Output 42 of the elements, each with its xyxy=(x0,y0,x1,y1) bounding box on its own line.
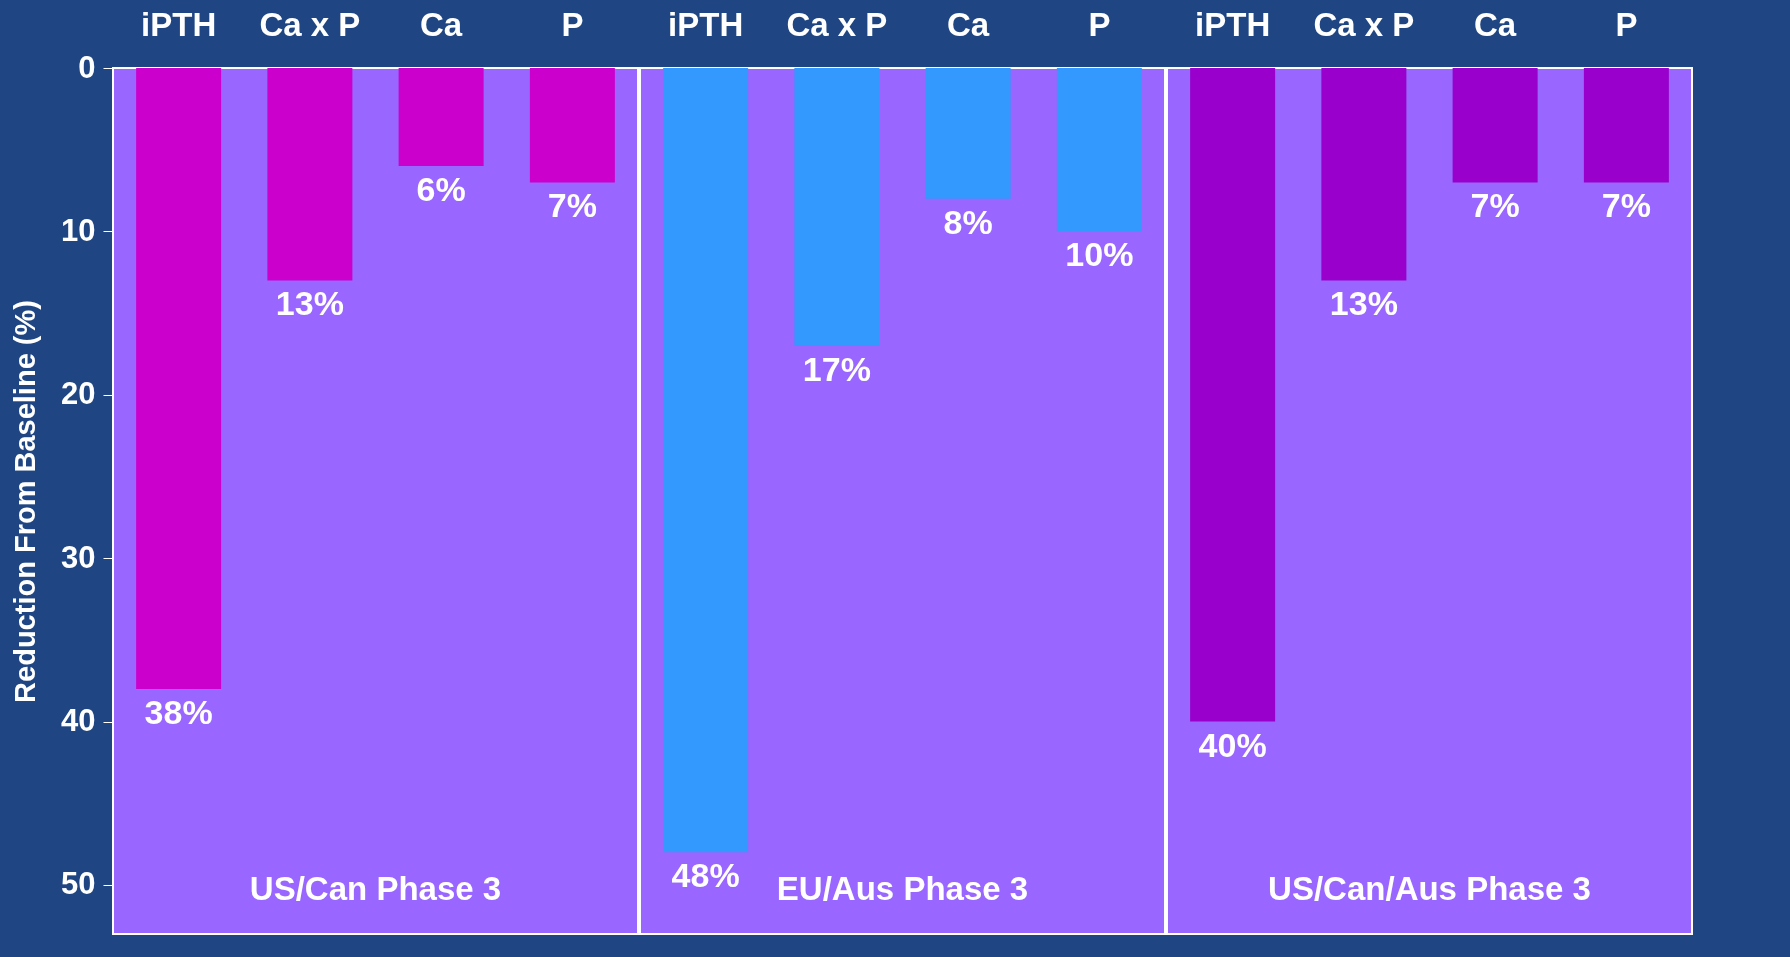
y-tick-label: 40 xyxy=(61,703,96,739)
x-tick-label: iPTH xyxy=(141,5,217,43)
data-label: 13% xyxy=(1329,284,1398,323)
x-tick-label: Ca xyxy=(947,5,990,43)
x-tick-label: iPTH xyxy=(668,5,744,43)
y-axis-title: Reduction From Baseline (%) xyxy=(9,300,42,703)
x-tick-label: P xyxy=(1615,5,1638,43)
data-label: 7% xyxy=(1601,186,1651,225)
text: EU/Aus Phase 3 xyxy=(776,870,1029,907)
x-tick-label: Ca xyxy=(420,5,463,43)
data-label: 7% xyxy=(547,186,597,225)
bar xyxy=(529,68,615,183)
x-tick-label: Ca xyxy=(1474,5,1517,43)
data-label: 6% xyxy=(416,170,466,209)
bar xyxy=(136,68,222,689)
bar xyxy=(398,68,484,167)
x-tick-label: Ca x P xyxy=(259,5,361,43)
data-label: 13% xyxy=(275,284,344,323)
text: US/Can Phase 3 xyxy=(249,870,502,907)
y-tick-label: 20 xyxy=(61,376,96,412)
bar xyxy=(267,68,353,281)
data-label: 48% xyxy=(671,856,740,895)
bar xyxy=(925,68,1011,199)
x-tick-label: P xyxy=(561,5,584,43)
data-label: 8% xyxy=(943,202,993,241)
x-tick-label: iPTH xyxy=(1195,5,1271,43)
data-label: 17% xyxy=(802,349,871,388)
x-tick-label: Ca x P xyxy=(786,5,888,43)
x-tick-label: P xyxy=(1088,5,1111,43)
y-tick-label: 0 xyxy=(78,49,96,85)
y-tick-label: 10 xyxy=(61,212,96,248)
y-tick-label: 30 xyxy=(61,539,96,575)
x-tick-label: Ca x P xyxy=(1313,5,1415,43)
bar xyxy=(1056,68,1142,232)
text: US/Can/Aus Phase 3 xyxy=(1268,870,1591,907)
data-label: 38% xyxy=(144,692,213,731)
data-label: 7% xyxy=(1470,186,1520,225)
data-label: 40% xyxy=(1198,725,1267,764)
bar xyxy=(794,68,880,346)
data-label: 10% xyxy=(1065,235,1134,274)
y-tick-label: 50 xyxy=(61,866,96,902)
bar xyxy=(663,68,749,853)
